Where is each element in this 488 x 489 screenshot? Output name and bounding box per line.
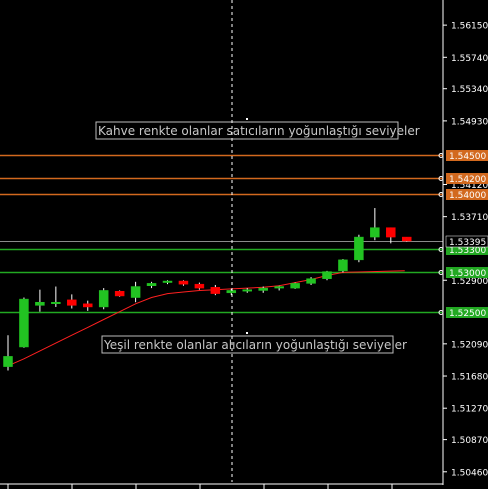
support-level-label-1: 1.53000: [449, 269, 486, 279]
candle-body-10: [162, 280, 173, 283]
candle-15: [242, 288, 252, 293]
candle-12: [194, 282, 205, 290]
candle-23: [370, 208, 380, 241]
candle-3: [51, 286, 61, 307]
candle-body-9: [146, 283, 157, 286]
candle-20: [322, 270, 332, 281]
buyers-annotation-marker: [246, 332, 248, 334]
support-level-tag-0: [446, 244, 488, 255]
moving-average-layer: [7, 270, 405, 367]
candle-2: [35, 289, 45, 312]
candle-body-20: [322, 271, 332, 279]
resistance-level-tag-1: [446, 173, 488, 184]
candle-body-0: [3, 356, 13, 367]
candle-body-16: [258, 287, 268, 291]
candle-25: [402, 236, 412, 242]
candle-16: [258, 286, 268, 293]
candle-body-3: [51, 301, 61, 304]
y-tick-label-5: 1.53710: [451, 213, 488, 223]
candle-body-6: [98, 290, 109, 308]
candle-body-8: [130, 286, 141, 298]
candle-6: [98, 288, 109, 310]
candle-9: [146, 281, 157, 289]
candle-0: [3, 335, 13, 371]
current-price-label: 1.53395: [449, 238, 486, 248]
candle-body-4: [67, 299, 77, 306]
y-tick-label-11: 1.50460: [451, 468, 488, 478]
candle-body-18: [290, 283, 300, 289]
candle-17: [274, 285, 284, 291]
support-level-label-2: 1.52500: [449, 309, 486, 319]
candle-body-17: [274, 286, 284, 289]
y-tick-label-6: 1.52900: [451, 277, 488, 287]
buyers-annotation: Yeşil renkte olanlar alıcıların yoğunlaş…: [103, 338, 407, 352]
y-tick-label-1: 1.55740: [451, 54, 488, 64]
resistance-level-label-0: 1.54500: [449, 152, 486, 162]
candle-body-23: [370, 227, 380, 238]
candle-body-7: [114, 290, 125, 297]
resistance-level-label-2: 1.54000: [449, 191, 486, 201]
candle-11: [178, 280, 189, 286]
resistance-level-tag-2: [446, 189, 488, 200]
candle-body-21: [338, 259, 348, 272]
candles-layer: [3, 208, 412, 371]
candle-body-12: [194, 283, 205, 289]
candle-24: [386, 227, 396, 244]
candle-body-15: [242, 289, 252, 292]
candle-14: [226, 288, 237, 296]
current-price-tag: [445, 235, 488, 248]
annotation-layer: Kahve renkte olanlar satıcıların yoğunla…: [95, 118, 420, 354]
resistance-level-tag-0: [446, 150, 488, 161]
sellers-annotation-box: [95, 121, 399, 140]
horizontal-levels: [0, 153, 444, 315]
y-tick-label-8: 1.51680: [451, 373, 488, 383]
candle-body-19: [306, 278, 316, 284]
candle-body-2: [35, 301, 45, 306]
candle-body-24: [386, 227, 396, 238]
candle-body-14: [226, 290, 237, 294]
support-level-tag-2: [446, 307, 488, 318]
y-tick-label-3: 1.54930: [451, 117, 488, 127]
candle-body-13: [210, 287, 221, 294]
sellers-annotation-marker: [246, 118, 248, 120]
candle-body-22: [354, 236, 364, 261]
y-tick-label-4: 1.54120: [451, 181, 488, 191]
candle-13: [210, 284, 221, 296]
candle-21: [338, 259, 348, 273]
resistance-level-label-1: 1.54200: [449, 175, 486, 185]
candle-8: [130, 281, 141, 303]
candle-body-1: [19, 298, 29, 348]
candle-7: [114, 290, 125, 297]
candle-19: [306, 277, 316, 285]
y-tick-label-9: 1.51270: [451, 405, 488, 415]
candle-22: [354, 234, 364, 263]
price-tags-layer: 1.54500 1.54200 1.54000 1.53300 1.53000 1.525…: [445, 150, 488, 319]
candle-body-25: [402, 236, 412, 242]
buyers-annotation-box: [101, 335, 394, 354]
candle-body-11: [178, 280, 189, 285]
y-tick-label-10: 1.50870: [451, 436, 488, 446]
moving-average-line: [7, 270, 405, 367]
candle-5: [83, 300, 93, 311]
y-tick-label-2: 1.55340: [451, 85, 488, 95]
candle-10: [162, 280, 173, 285]
sellers-annotation: Kahve renkte olanlar satıcıların yoğunla…: [98, 124, 420, 138]
support-level-tag-1: [446, 267, 488, 278]
candle-4: [67, 294, 77, 309]
candle-1: [19, 297, 29, 348]
candle-18: [290, 282, 300, 289]
y-tick-label-0: 1.56150: [451, 22, 488, 32]
support-level-label-0: 1.53300: [449, 246, 486, 256]
candle-body-5: [83, 303, 93, 308]
y-tick-label-7: 1.52090: [451, 340, 488, 350]
